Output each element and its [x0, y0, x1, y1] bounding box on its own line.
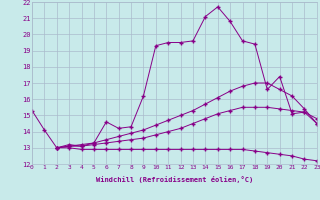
X-axis label: Windchill (Refroidissement éolien,°C): Windchill (Refroidissement éolien,°C)	[96, 176, 253, 183]
